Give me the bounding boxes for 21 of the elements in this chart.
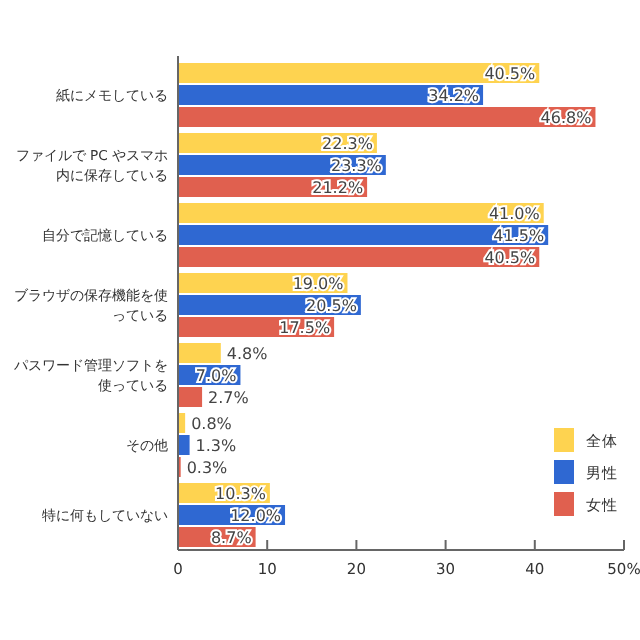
data-label: 19.0%: [292, 275, 345, 293]
data-label: 0.3%: [186, 459, 229, 477]
data-label: 4.8%: [226, 345, 269, 363]
data-label: 2.7%: [208, 389, 250, 407]
data-label: 10.3%: [215, 485, 267, 503]
data-label: 0.8%: [191, 415, 233, 433]
data-label: 22.3%: [322, 135, 374, 153]
data-label: 21.2%: [312, 179, 364, 197]
data-label: 34.2%: [428, 87, 480, 105]
data-label: 41.5%: [493, 227, 545, 245]
data-label: 17.5%: [279, 319, 331, 337]
data-label: 40.5%: [484, 65, 537, 83]
data-label: 1.3%: [195, 437, 238, 455]
data-label: 41.0%: [488, 205, 541, 223]
data-label: 8.7%: [210, 529, 253, 547]
data-label: 7.0%: [195, 367, 238, 385]
data-label: 20.5%: [306, 297, 358, 315]
data-label: 12.0%: [230, 507, 282, 525]
data-label: 40.5%: [484, 249, 537, 267]
data-label: 23.3%: [330, 157, 383, 175]
data-label: 46.8%: [540, 109, 593, 127]
